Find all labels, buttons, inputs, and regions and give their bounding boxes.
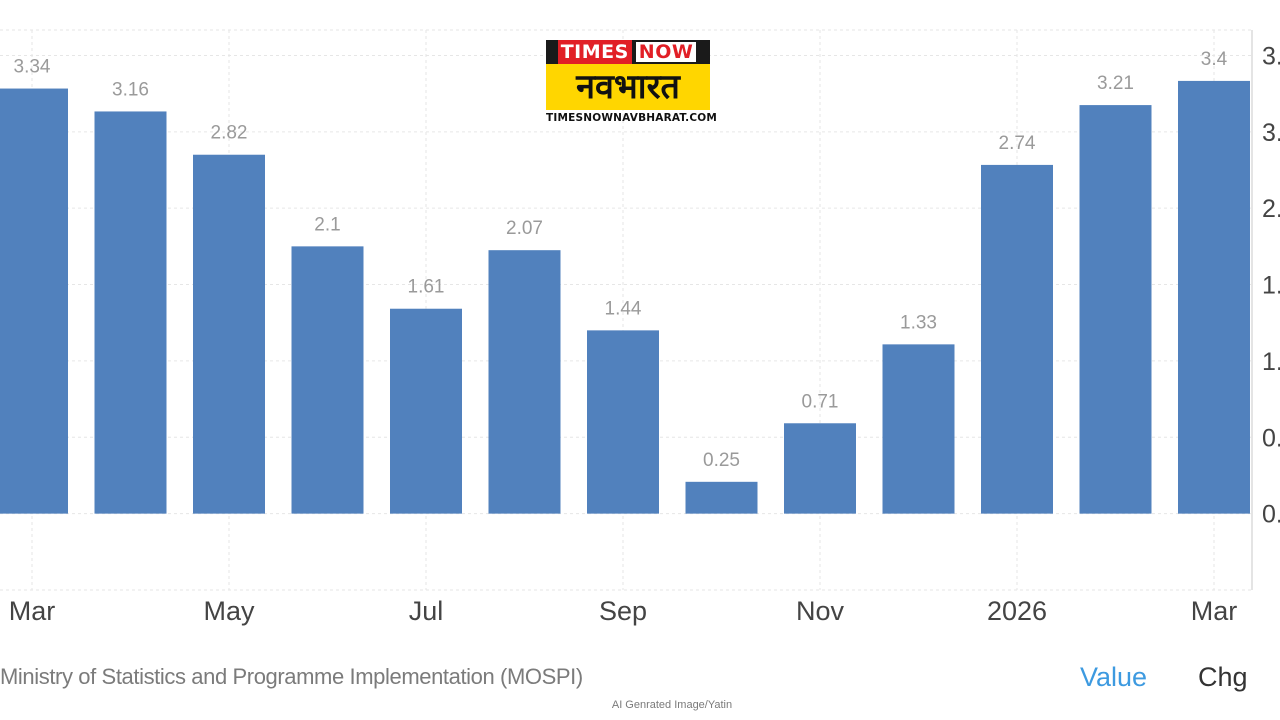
y-tick-label: 1. [1262,272,1280,300]
x-tick-label: Mar [1191,596,1238,626]
data-label: 3.21 [1097,73,1134,94]
bar [882,344,955,514]
y-axis-ticks: 0. 0. 1. 1. 2. 3. 3. [1262,42,1280,528]
y-tick-label: 3. [1262,119,1280,147]
data-label: 3.34 [14,57,51,78]
logo-times-text: TIMES [557,40,632,64]
x-axis-ticks: Mar May Jul Sep Nov 2026 Mar [9,596,1238,626]
data-label-layer: 3.34 3.16 2.82 2.1 1.61 2.07 1.44 0.25 0.71 1.33 2… [14,49,1228,471]
x-tick-label: Sep [599,596,647,626]
bar [193,154,265,514]
x-tick-label: May [203,596,255,626]
y-tick-label: 2. [1262,195,1280,223]
bar [784,423,856,514]
data-label: 1.44 [605,298,642,319]
x-tick-label: Nov [796,596,845,626]
x-tick-label: 2026 [987,596,1047,626]
bar [981,164,1053,514]
source-text: Ministry of Statistics and Programme Imp… [0,664,583,689]
data-label: 3.4 [1201,49,1228,70]
y-tick-label: 0. [1262,501,1280,529]
data-label: 2.82 [211,123,248,144]
data-label: 2.74 [999,133,1036,154]
times-now-navbharat-logo: TIMES NOW नवभारत TIMESNOWNAVBHARAT.COM [546,40,718,126]
bar [390,308,462,514]
data-label: 2.1 [314,214,340,235]
bar [94,111,167,514]
bar [291,246,364,514]
bar [587,330,659,514]
image-credit: AI Genrated Image/Yatin [611,699,733,711]
data-label: 0.71 [802,391,839,412]
bar [1079,105,1152,514]
data-label: 1.33 [900,312,937,333]
bar [0,88,68,514]
bar-chart: 3.34 3.16 2.82 2.1 1.61 2.07 1.44 0.25 0.71 1.33 2… [0,29,1280,626]
data-label: 2.07 [506,218,543,239]
logo-hindi-text: नवभारत [546,64,710,110]
data-label: 1.61 [408,277,445,298]
y-tick-label: 0. [1262,424,1280,452]
tab-value[interactable]: Value [1080,662,1148,692]
x-tick-label: Jul [409,596,444,626]
y-tick-label: 3. [1262,42,1280,70]
x-tick-label: Mar [9,596,56,626]
tab-chg[interactable]: Chg [1198,662,1248,692]
logo-now-text: NOW [633,40,699,64]
data-label: 3.16 [112,79,149,100]
bar [1178,80,1250,514]
bar [685,481,758,514]
logo-url-text: TIMESNOWNAVBHARAT.COM [546,112,718,124]
logo-wordmark: TIMES NOW [546,40,710,64]
bar [488,250,561,514]
bar-layer [0,80,1250,514]
y-tick-label: 1. [1262,348,1280,376]
data-label: 0.25 [703,450,740,471]
